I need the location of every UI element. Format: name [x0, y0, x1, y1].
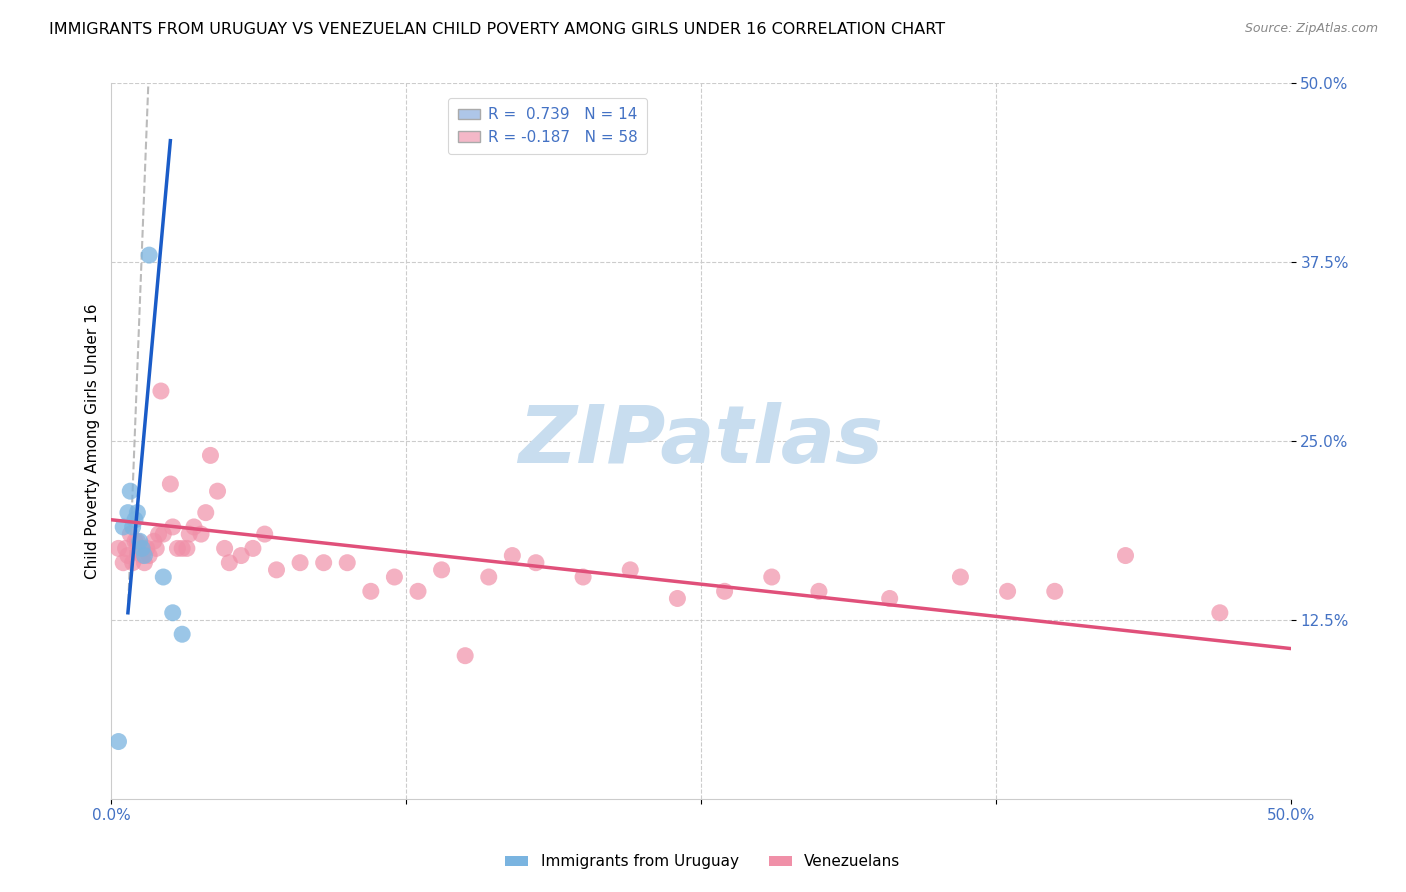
Point	[166, 541, 188, 556]
Point	[200, 449, 222, 463]
Point	[572, 570, 595, 584]
Point	[430, 563, 453, 577]
Point	[312, 556, 335, 570]
Point	[619, 563, 641, 577]
Point	[194, 506, 217, 520]
Point	[524, 556, 547, 570]
Point	[997, 584, 1019, 599]
Point	[761, 570, 783, 584]
Point	[134, 549, 156, 563]
Point	[114, 541, 136, 556]
Point	[142, 534, 165, 549]
Point	[135, 541, 157, 556]
Point	[266, 563, 288, 577]
Point	[134, 556, 156, 570]
Point	[1209, 606, 1232, 620]
Point	[127, 534, 149, 549]
Point	[949, 570, 972, 584]
Point	[406, 584, 429, 599]
Point	[128, 534, 150, 549]
Point	[179, 527, 201, 541]
Point	[176, 541, 198, 556]
Text: IMMIGRANTS FROM URUGUAY VS VENEZUELAN CHILD POVERTY AMONG GIRLS UNDER 16 CORRELA: IMMIGRANTS FROM URUGUAY VS VENEZUELAN CH…	[49, 22, 945, 37]
Legend: Immigrants from Uruguay, Venezuelans: Immigrants from Uruguay, Venezuelans	[499, 848, 907, 875]
Point	[117, 549, 139, 563]
Point	[138, 248, 160, 262]
Point	[218, 556, 240, 570]
Point	[242, 541, 264, 556]
Point	[159, 477, 181, 491]
Point	[138, 549, 160, 563]
Point	[124, 534, 146, 549]
Point	[1043, 584, 1066, 599]
Point	[149, 384, 172, 398]
Point	[336, 556, 359, 570]
Point	[190, 527, 212, 541]
Point	[162, 606, 184, 620]
Point	[207, 484, 229, 499]
Point	[360, 584, 382, 599]
Point	[117, 506, 139, 520]
Point	[131, 549, 153, 563]
Point	[229, 549, 252, 563]
Point	[121, 520, 143, 534]
Legend: R =  0.739   N = 14, R = -0.187   N = 58: R = 0.739 N = 14, R = -0.187 N = 58	[449, 98, 647, 154]
Point	[112, 556, 135, 570]
Point	[288, 556, 311, 570]
Point	[1115, 549, 1137, 563]
Point	[666, 591, 689, 606]
Point	[807, 584, 830, 599]
Text: ZIPatlas: ZIPatlas	[519, 402, 883, 480]
Point	[131, 541, 153, 556]
Point	[384, 570, 406, 584]
Text: Source: ZipAtlas.com: Source: ZipAtlas.com	[1244, 22, 1378, 36]
Point	[121, 556, 143, 570]
Point	[172, 627, 194, 641]
Point	[152, 527, 174, 541]
Point	[478, 570, 501, 584]
Point	[128, 541, 150, 556]
Y-axis label: Child Poverty Among Girls Under 16: Child Poverty Among Girls Under 16	[86, 303, 100, 579]
Point	[172, 541, 194, 556]
Point	[124, 513, 146, 527]
Point	[183, 520, 205, 534]
Point	[107, 541, 129, 556]
Point	[879, 591, 901, 606]
Point	[501, 549, 523, 563]
Point	[127, 506, 149, 520]
Point	[454, 648, 477, 663]
Point	[145, 541, 167, 556]
Point	[214, 541, 236, 556]
Point	[148, 527, 170, 541]
Point	[253, 527, 276, 541]
Point	[107, 734, 129, 748]
Point	[120, 484, 142, 499]
Point	[713, 584, 735, 599]
Point	[162, 520, 184, 534]
Point	[152, 570, 174, 584]
Point	[112, 520, 135, 534]
Point	[120, 527, 142, 541]
